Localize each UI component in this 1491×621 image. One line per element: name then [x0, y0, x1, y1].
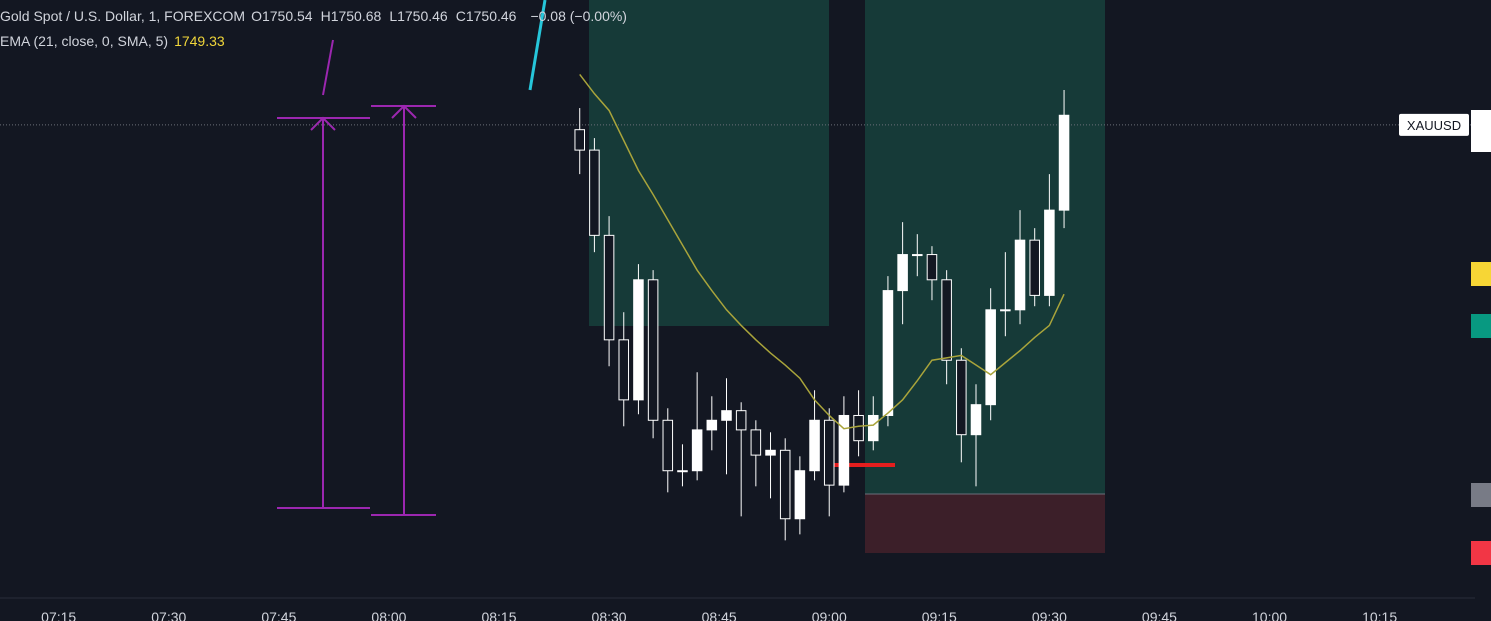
ohlc-value: 1750.46: [397, 8, 448, 24]
candle-body: [1044, 209, 1055, 296]
ohlc: O1750.54 H1750.68 L1750.46 C1750.46: [251, 8, 524, 24]
stop-zone: [865, 494, 1105, 553]
candle-body: [677, 470, 688, 473]
x-tick-label: 07:15: [41, 609, 76, 621]
candle-body: [956, 359, 967, 436]
x-tick-label: 08:30: [592, 609, 627, 621]
x-tick-label: 10:00: [1252, 609, 1287, 621]
price-tag: [1471, 110, 1491, 152]
legend-main: Gold Spot / U.S. Dollar, 1, FOREXCOM O175…: [0, 8, 633, 24]
candle-body: [838, 414, 850, 486]
candle-body: [691, 429, 703, 472]
ohlc-label: H: [320, 8, 331, 24]
candle-body: [662, 419, 674, 472]
candle-body: [750, 429, 762, 456]
x-tick-label: 10:15: [1362, 609, 1397, 621]
candle-body: [941, 279, 952, 361]
candle-body: [926, 254, 938, 281]
price-tag: [1471, 541, 1491, 565]
candle-body: [985, 309, 996, 406]
symbol-title: Gold Spot / U.S. Dollar, 1, FOREXCOM: [0, 8, 246, 24]
ohlc-label: C: [455, 8, 466, 24]
x-tick-label: 08:45: [702, 609, 737, 621]
ema-line: [579, 73, 1065, 430]
candle-body: [765, 449, 776, 456]
trend-line: [528, 0, 547, 91]
symbol-label: XAUUSD: [1407, 118, 1461, 133]
candle-body: [618, 339, 630, 401]
candle-body: [1029, 239, 1040, 296]
candle-body: [647, 279, 659, 421]
ohlc-label: L: [389, 8, 398, 24]
candle-body: [1014, 239, 1026, 311]
x-tick-label: 08:00: [371, 609, 406, 621]
candle-body: [853, 414, 864, 442]
candle-body: [897, 254, 908, 292]
x-tick-label: 09:15: [922, 609, 957, 621]
x-tick-label: 09:45: [1142, 609, 1177, 621]
x-tick-label: 07:45: [261, 609, 296, 621]
candle-body: [882, 290, 894, 416]
target-zone: [865, 0, 1105, 494]
candle-body: [1058, 114, 1070, 211]
legend-indicator: EMA (21, close, 0, SMA, 5) 1749.33: [0, 33, 231, 49]
ohlc-label: O: [251, 8, 262, 24]
ohlc-value: 1750.54: [261, 8, 313, 24]
x-tick-label: 09:00: [812, 609, 847, 621]
x-tick-label: 07:30: [151, 609, 186, 621]
symbol-tag: [1399, 113, 1469, 136]
candle-body: [706, 419, 718, 431]
indicator-value: 1749.33: [174, 33, 225, 49]
candle-body: [867, 414, 879, 442]
candle-body: [779, 449, 791, 520]
ohlc-value: 1750.46: [465, 8, 517, 24]
x-tick-label: 08:15: [481, 609, 516, 621]
price-tag: [1471, 262, 1491, 286]
candle-body: [1000, 309, 1011, 312]
candle-body: [912, 254, 923, 257]
price-tag: [1471, 483, 1491, 507]
target-zone: [589, 0, 829, 326]
candle-body: [633, 279, 644, 401]
change: −0.08 (−0.00%): [530, 8, 627, 24]
price-tag: [1471, 314, 1491, 338]
measure-tool: [277, 39, 436, 516]
candle-body: [589, 149, 600, 236]
candle-body: [721, 410, 732, 421]
candle-body: [809, 419, 820, 472]
candle-body: [735, 410, 747, 431]
candle-body: [823, 419, 835, 486]
candle-body: [794, 470, 806, 520]
candle-body: [970, 404, 982, 436]
x-tick-label: 09:30: [1032, 609, 1067, 621]
candle-body: [603, 234, 615, 341]
ohlc-value: 1750.68: [330, 8, 382, 24]
candle-body: [574, 129, 585, 151]
indicator-name: EMA (21, close, 0, SMA, 5): [0, 33, 169, 49]
